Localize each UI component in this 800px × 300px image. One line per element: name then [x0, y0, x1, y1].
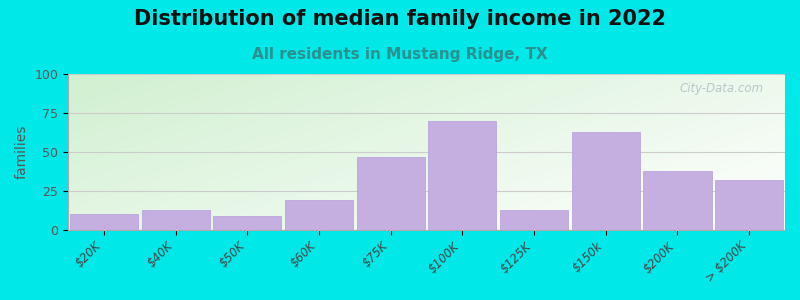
Bar — [285, 200, 353, 230]
Text: Distribution of median family income in 2022: Distribution of median family income in … — [134, 9, 666, 29]
Bar — [142, 209, 210, 230]
Bar — [500, 209, 568, 230]
Y-axis label: families: families — [15, 125, 29, 179]
Text: All residents in Mustang Ridge, TX: All residents in Mustang Ridge, TX — [252, 46, 548, 62]
Bar — [715, 180, 783, 230]
Bar — [572, 132, 640, 230]
Bar — [214, 216, 282, 230]
Text: City-Data.com: City-Data.com — [679, 82, 763, 95]
Bar — [428, 121, 497, 230]
Bar — [357, 157, 425, 230]
Bar — [643, 171, 711, 230]
Bar — [70, 214, 138, 230]
